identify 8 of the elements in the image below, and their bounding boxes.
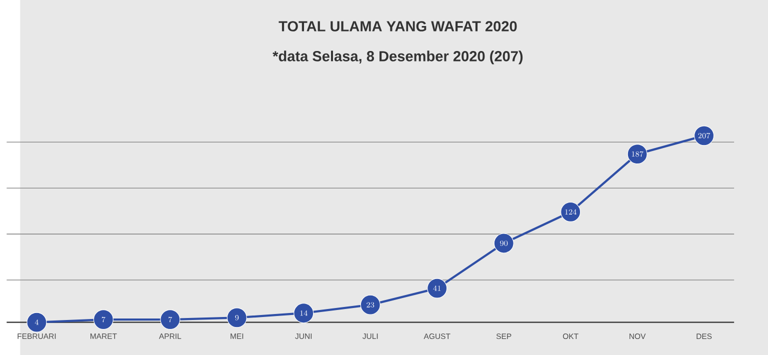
point	[26, 312, 47, 332]
point	[294, 302, 314, 323]
point	[226, 307, 247, 328]
point	[93, 309, 114, 330]
point	[427, 278, 448, 298]
point	[160, 309, 180, 330]
chart-title: TOTAL ULAMA YANG WAFAT 2020	[278, 20, 517, 32]
chart-subtitle: *data Selasa, 8 Desember 2020 (207)	[272, 50, 523, 64]
